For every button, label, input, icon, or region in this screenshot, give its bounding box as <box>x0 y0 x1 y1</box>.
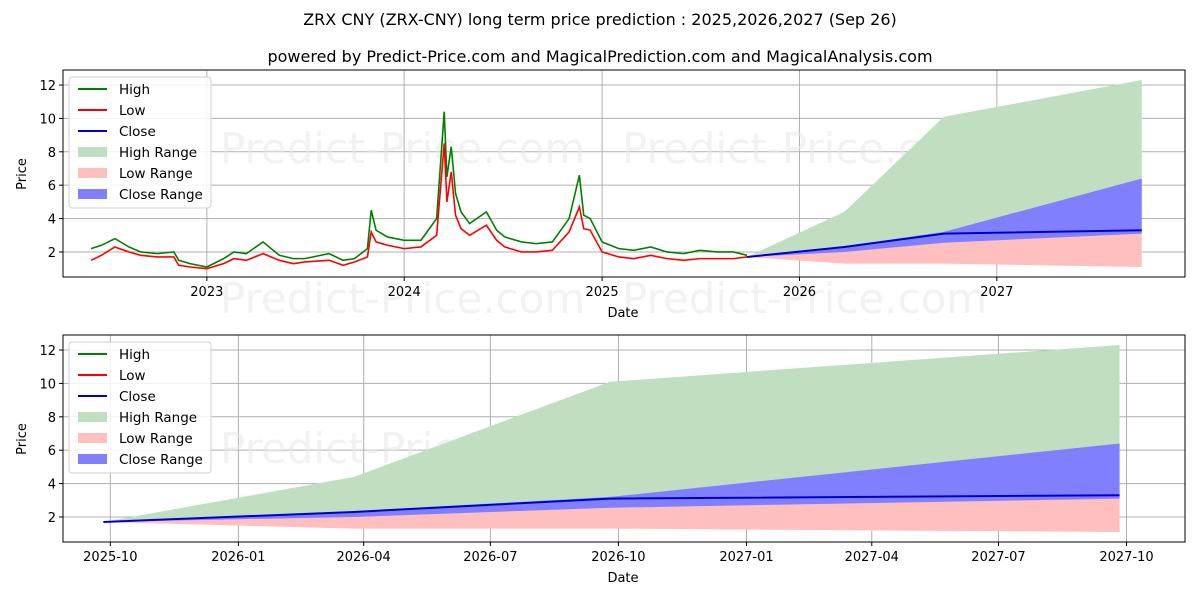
legend-label: Low <box>119 368 146 384</box>
bottom-x-axis: 2025-10 2026-01 2026-04 2026-07 2026-10 2027-… <box>83 542 1154 565</box>
y-tick-label: 8 <box>48 411 56 426</box>
legend-swatch-high-range <box>78 147 107 157</box>
x-tick-label: 2026-01 <box>211 550 265 565</box>
x-tick-label: 2026 <box>783 285 816 300</box>
legend-swatch-low-range <box>78 168 107 178</box>
y-tick-label: 12 <box>39 79 56 94</box>
x-tick-label: 2025-10 <box>83 550 137 565</box>
x-tick-label: 2026-07 <box>463 550 517 565</box>
chart-canvas: Predict-Price.com Predict-Price.com Pred… <box>0 0 1200 600</box>
legend-swatch-high-range <box>78 412 107 422</box>
legend-swatch-close-range <box>78 189 107 199</box>
legend-label: High <box>119 82 150 98</box>
x-tick-label: 2027-04 <box>845 550 899 565</box>
x-tick-label: 2027-10 <box>1099 550 1153 565</box>
bottom-legend: High Low Close High Range Low Range Close Ran… <box>69 342 211 473</box>
y-tick-label: 12 <box>39 344 56 359</box>
legend-label: Close Range <box>119 452 203 468</box>
legend-label: Close <box>119 389 156 405</box>
y-tick-label: 2 <box>48 511 56 526</box>
legend-label: Close <box>119 124 156 140</box>
x-tick-label: 2027 <box>980 285 1013 300</box>
legend-label: Low <box>119 103 146 119</box>
x-tick-label: 2027-07 <box>971 550 1025 565</box>
top-y-axis: 2 4 6 8 10 12 <box>39 79 63 261</box>
legend-label: Close Range <box>119 187 203 203</box>
legend-label: High Range <box>119 145 197 161</box>
top-y-axis-label: Price <box>15 158 30 190</box>
bottom-panel: Predict-Price.com Predict-Price.com 2468… <box>15 335 1185 586</box>
legend-label: Low Range <box>119 166 193 182</box>
y-tick-label: 6 <box>48 179 56 194</box>
x-tick-label: 2026-04 <box>337 550 391 565</box>
y-tick-label: 4 <box>48 213 56 228</box>
watermark-text: Predict-Price.com <box>220 124 585 173</box>
top-legend: High Low Close High Range Low Range Close Ran… <box>69 77 211 208</box>
top-panel: Predict-Price.com Predict-Price.com Pred… <box>15 70 1185 323</box>
legend-label: High Range <box>119 410 197 426</box>
legend-label: Low Range <box>119 431 193 447</box>
x-tick-label: 2023 <box>190 285 223 300</box>
x-tick-label: 2026-10 <box>591 550 645 565</box>
y-tick-label: 2 <box>48 246 56 261</box>
top-x-axis-label: Date <box>607 306 638 321</box>
bottom-x-axis-label: Date <box>607 571 638 586</box>
x-tick-label: 2025 <box>586 285 619 300</box>
y-tick-label: 10 <box>39 377 56 392</box>
bottom-y-axis-label: Price <box>15 423 30 455</box>
x-tick-label: 2027-01 <box>719 550 773 565</box>
legend-swatch-close-range <box>78 454 107 464</box>
x-tick-label: 2024 <box>388 285 421 300</box>
y-tick-label: 10 <box>39 112 56 127</box>
legend-swatch-low-range <box>78 433 107 443</box>
bottom-y-axis: 2 4 6 8 10 12 <box>39 344 63 526</box>
y-tick-label: 6 <box>48 444 56 459</box>
y-tick-label: 8 <box>48 146 56 161</box>
legend-label: High <box>119 347 150 363</box>
y-tick-label: 4 <box>48 478 56 493</box>
